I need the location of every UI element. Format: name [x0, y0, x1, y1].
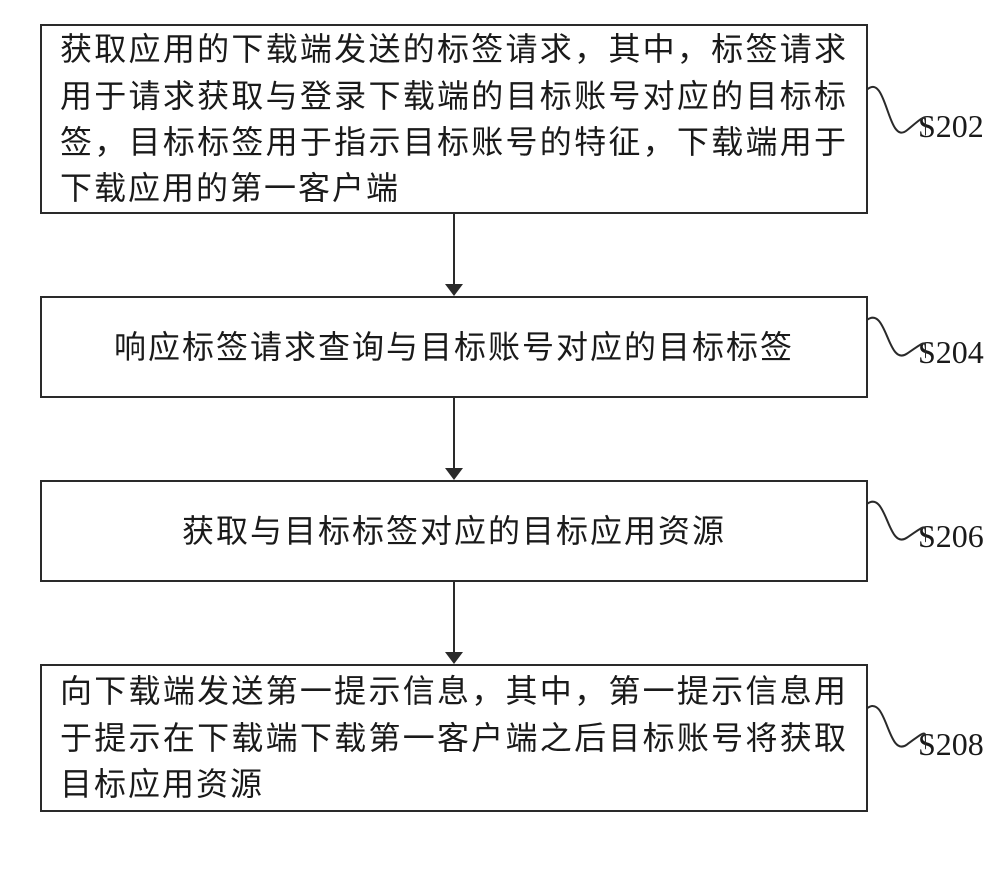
label-connector-s206 [866, 496, 926, 554]
step-label-s204: S204 [918, 334, 984, 371]
flowchart-canvas: 获取应用的下载端发送的标签请求，其中，标签请求用于请求获取与登录下载端的目标账号… [0, 0, 1000, 869]
step-label-s208: S208 [918, 726, 984, 763]
arrow-s202-to-s204 [440, 214, 468, 296]
flow-step-text: 获取与目标标签对应的目标应用资源 [42, 508, 866, 554]
flow-step-text: 向下载端发送第一提示信息，其中，第一提示信息用于提示在下载端下载第一客户端之后目… [42, 668, 866, 807]
flow-step-s208: 向下载端发送第一提示信息，其中，第一提示信息用于提示在下载端下载第一客户端之后目… [40, 664, 868, 812]
label-connector-s204 [866, 312, 926, 370]
flow-step-s206: 获取与目标标签对应的目标应用资源 [40, 480, 868, 582]
arrow-s206-to-s208 [440, 582, 468, 664]
flow-step-s202: 获取应用的下载端发送的标签请求，其中，标签请求用于请求获取与登录下载端的目标账号… [40, 24, 868, 214]
label-connector-s202 [866, 80, 926, 150]
arrow-s204-to-s206 [440, 398, 468, 480]
step-label-s206: S206 [918, 518, 984, 555]
step-label-s202: S202 [918, 108, 984, 145]
flow-step-text: 响应标签请求查询与目标账号对应的目标标签 [42, 324, 866, 370]
flow-step-text: 获取应用的下载端发送的标签请求，其中，标签请求用于请求获取与登录下载端的目标账号… [42, 26, 866, 212]
label-connector-s208 [866, 700, 926, 762]
flow-step-s204: 响应标签请求查询与目标账号对应的目标标签 [40, 296, 868, 398]
